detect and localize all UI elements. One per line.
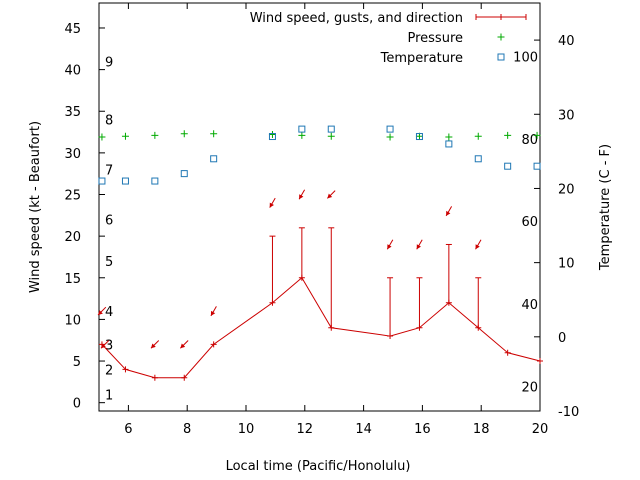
wind-speed-point <box>210 341 217 348</box>
legend-label: Pressure <box>407 31 463 46</box>
y-axis-left-label: Wind speed (kt - Beaufort) <box>28 121 43 293</box>
y-right-tick-label: 30 <box>558 108 575 123</box>
y-left-tick-label: 5 <box>73 355 81 370</box>
wind-direction-arrowhead <box>416 244 421 250</box>
y-right-tick-label: 20 <box>558 182 575 197</box>
temperature-point <box>445 140 453 148</box>
x-axis-label: Local time (Pacific/Honolulu) <box>226 459 411 474</box>
pressure-point <box>121 132 129 140</box>
wind-direction-arrowhead <box>475 244 480 250</box>
wind-speed-point <box>181 374 188 381</box>
legend-label: Temperature <box>380 51 463 66</box>
beaufort-label: 4 <box>105 305 113 320</box>
pressure-point <box>98 133 106 141</box>
x-tick-label: 14 <box>355 422 372 437</box>
fahrenheit-label: 20 <box>521 381 538 396</box>
x-tick-label: 16 <box>414 422 431 437</box>
pressure-point <box>474 132 482 140</box>
temperature-point <box>386 125 394 133</box>
x-tick-label: 8 <box>183 422 191 437</box>
y-right-tick-label: 10 <box>558 257 575 272</box>
wind-speed-point <box>151 374 158 381</box>
fahrenheit-label: 40 <box>521 298 538 313</box>
temperature-point <box>268 133 276 141</box>
legend: Wind speed, gusts, and direction Pressure… <box>250 11 527 66</box>
pressure-point <box>533 131 541 139</box>
temperature-point <box>98 177 106 185</box>
temperature-point <box>210 155 218 163</box>
x-tick-label: 18 <box>473 422 490 437</box>
x-tick-label: 6 <box>124 422 132 437</box>
wind-direction-arrowhead <box>269 202 274 208</box>
pressure-point <box>210 130 218 138</box>
pressure-point <box>386 133 394 141</box>
pressure-point <box>504 131 512 139</box>
wind-direction-arrowhead <box>446 210 451 216</box>
plot-border <box>98 2 541 412</box>
y-left-tick-label: 35 <box>64 105 81 120</box>
beaufort-label: 8 <box>105 114 113 129</box>
x-tick-label: 10 <box>238 422 255 437</box>
beaufort-label: 2 <box>105 363 113 378</box>
beaufort-label: 6 <box>105 213 113 228</box>
legend-label: Wind speed, gusts, and direction <box>250 11 463 26</box>
fahrenheit-label: 100 <box>513 50 538 65</box>
wind-direction-arrowhead <box>180 343 186 349</box>
y-axis-right-label: Temperature (C - F) <box>598 144 613 271</box>
wind-direction-arrowhead <box>98 310 103 315</box>
wind-direction-arrowhead <box>210 310 216 316</box>
wind-speed-point <box>537 358 543 365</box>
wind-direction-arrowhead <box>150 343 156 349</box>
pressure-point <box>151 131 159 139</box>
temperature-point <box>180 170 188 178</box>
temperature-point <box>151 177 159 185</box>
wind-direction-arrowhead <box>299 194 304 200</box>
wind-speed-point <box>504 349 511 356</box>
legend-pressure-symbol <box>497 33 505 41</box>
wind-speed-line <box>101 277 541 379</box>
beaufort-label: 3 <box>105 338 113 353</box>
y-left-tick-label: 25 <box>64 189 81 204</box>
wind-direction-arrowhead <box>327 193 333 199</box>
y-left-tick-label: 15 <box>64 272 81 287</box>
wind-speed-point <box>122 366 129 373</box>
legend-wind-mark <box>498 14 504 20</box>
temperature-point <box>121 177 129 185</box>
temperature-point <box>504 162 512 170</box>
temperature-point <box>298 125 306 133</box>
beaufort-label: 1 <box>105 388 113 403</box>
temperature-point <box>327 125 335 133</box>
fahrenheit-label: 80 <box>521 133 538 148</box>
axis-ticks: 6 8 10 12 14 16 18 20051015202530354045-1001020… <box>64 3 579 437</box>
pressure-point <box>327 132 335 140</box>
pressure-point <box>180 130 188 138</box>
temperature-point <box>474 155 482 163</box>
y-right-tick-label: -10 <box>558 405 579 420</box>
y-left-tick-label: 20 <box>64 230 81 245</box>
beaufort-label: 5 <box>105 255 113 270</box>
fahrenheit-label: 60 <box>521 215 538 230</box>
x-tick-label: 12 <box>297 422 314 437</box>
y-left-tick-label: 10 <box>64 313 81 328</box>
y-left-tick-label: 30 <box>64 147 81 162</box>
beaufort-label: 7 <box>105 164 113 179</box>
data-marks <box>97 125 543 381</box>
pressure-point <box>268 131 276 139</box>
x-tick-label: 20 <box>532 422 549 437</box>
y-right-tick-label: 0 <box>558 331 566 346</box>
wind-direction-arrowhead <box>100 343 106 349</box>
plot-frame <box>98 2 541 412</box>
y-left-tick-label: 0 <box>73 397 81 412</box>
pressure-point <box>298 131 306 139</box>
beaufort-label: 9 <box>105 55 113 70</box>
y-left-tick-label: 40 <box>64 64 81 79</box>
legend-temperature-symbol <box>497 53 505 61</box>
y-right-tick-label: 40 <box>558 34 575 49</box>
temperature-point <box>415 133 423 141</box>
y-left-tick-label: 45 <box>64 22 81 37</box>
wind-direction-arrowhead <box>387 244 392 250</box>
pressure-point <box>445 133 453 141</box>
temperature-point <box>533 162 541 170</box>
